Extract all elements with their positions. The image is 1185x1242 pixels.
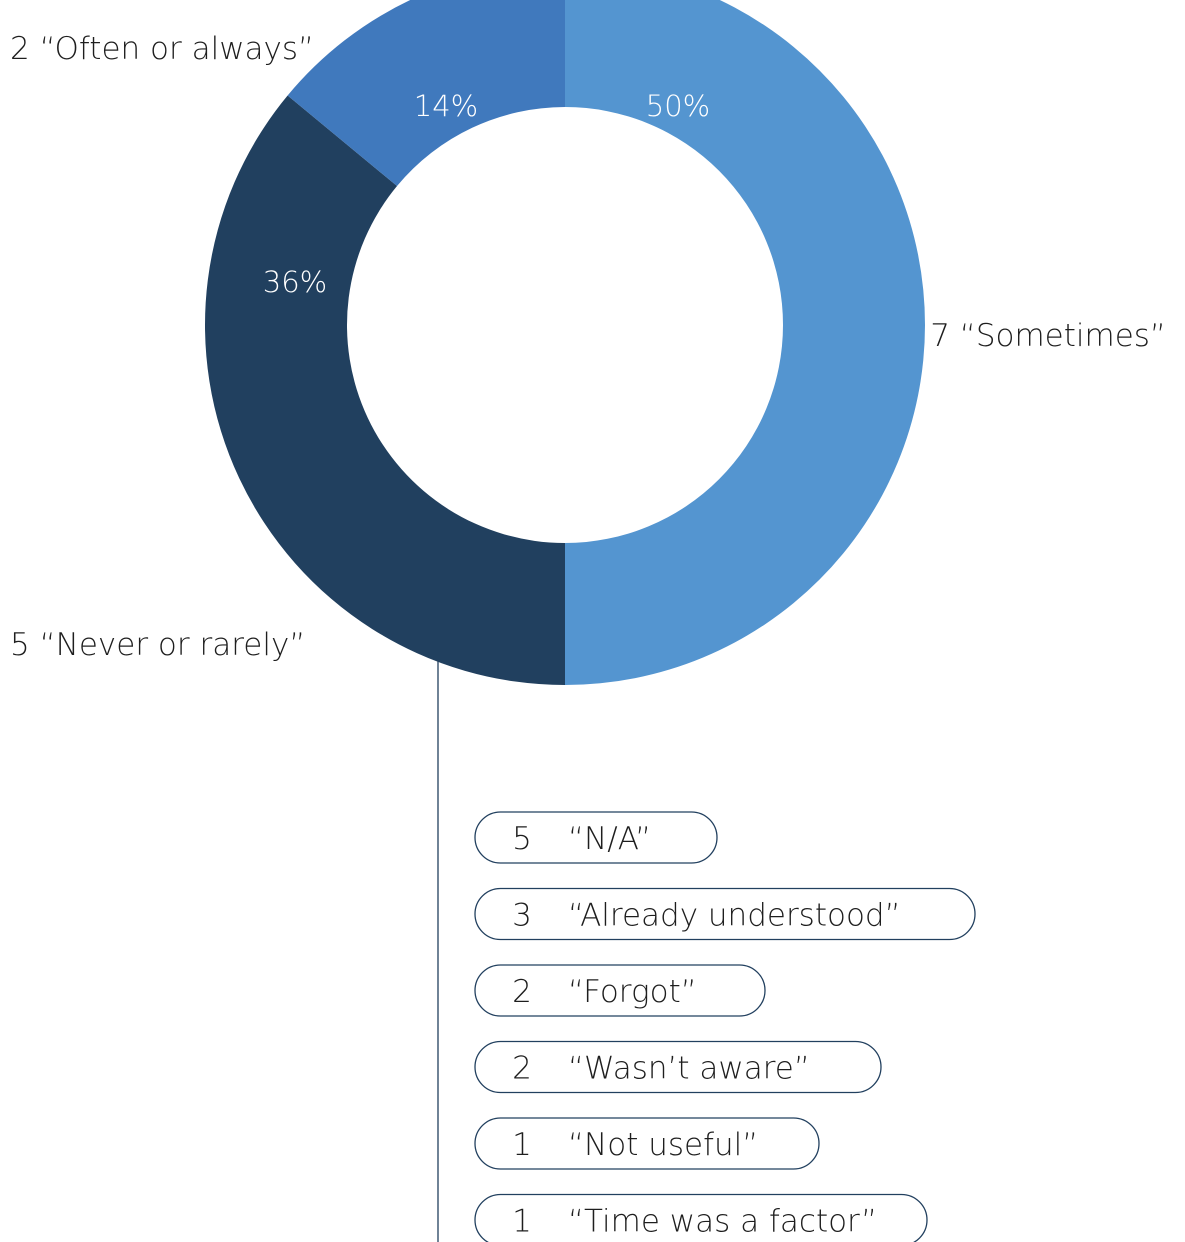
reason-pill-outline (474, 1040, 882, 1094)
reason-pill-outline (474, 811, 718, 864)
reason-pill: 3 “Already understood” (474, 887, 976, 941)
reason-text: “Wasn’t aware” (568, 1051, 810, 1087)
category-label-2: 5 “Never or rarely” (10, 627, 305, 663)
reason-text: “Time was a factor” (568, 1204, 877, 1240)
reason-pill: 1 “Time was a factor” (474, 1193, 928, 1242)
category-label-1: 7 “Sometimes” (930, 318, 1166, 354)
slice-3 (287, 0, 565, 187)
reason-pill-outline (474, 964, 766, 1017)
reason-pill: 5 “N/A” (474, 811, 718, 864)
reason-text: “Not useful” (568, 1127, 758, 1163)
slice-2 (205, 95, 566, 686)
reason-text: “Already understood” (568, 898, 901, 934)
reason-count: 1 (512, 1204, 532, 1240)
donut-value-labels: 50% 36% 14% (263, 89, 710, 299)
donut-category-labels: 7 “Sometimes” 5 “Never or rarely” 2 “Often… (10, 31, 1166, 663)
reason-text: “Forgot” (568, 974, 697, 1010)
reason-count: 5 (512, 821, 532, 857)
reason-pill: 2 “Wasn’t aware” (474, 1040, 882, 1094)
slice-value-label-1: 50% (646, 89, 710, 123)
reason-count: 2 (512, 1051, 532, 1087)
donut-slices (205, 0, 925, 686)
reason-pill-outline (474, 1193, 928, 1242)
reason-count: 2 (512, 974, 532, 1010)
reason-text: “N/A” (568, 821, 651, 857)
reason-pill: 1 “Not useful” (474, 1117, 820, 1170)
reason-count: 1 (512, 1127, 532, 1163)
slice-value-label-2: 36% (263, 265, 327, 299)
reason-pill-outline (474, 887, 976, 941)
slice-1 (565, 0, 925, 685)
category-label-3: 2 “Often or always” (10, 31, 314, 67)
reason-breakdown-list: 5 “N/A” 3 “Already understood” 2 “Forgot” 2 “Wa… (474, 811, 976, 1242)
reason-count: 3 (512, 898, 532, 934)
reason-pill: 2 “Forgot” (474, 964, 766, 1017)
reason-pill-outline (474, 1117, 820, 1170)
slice-value-label-3: 14% (414, 89, 478, 123)
